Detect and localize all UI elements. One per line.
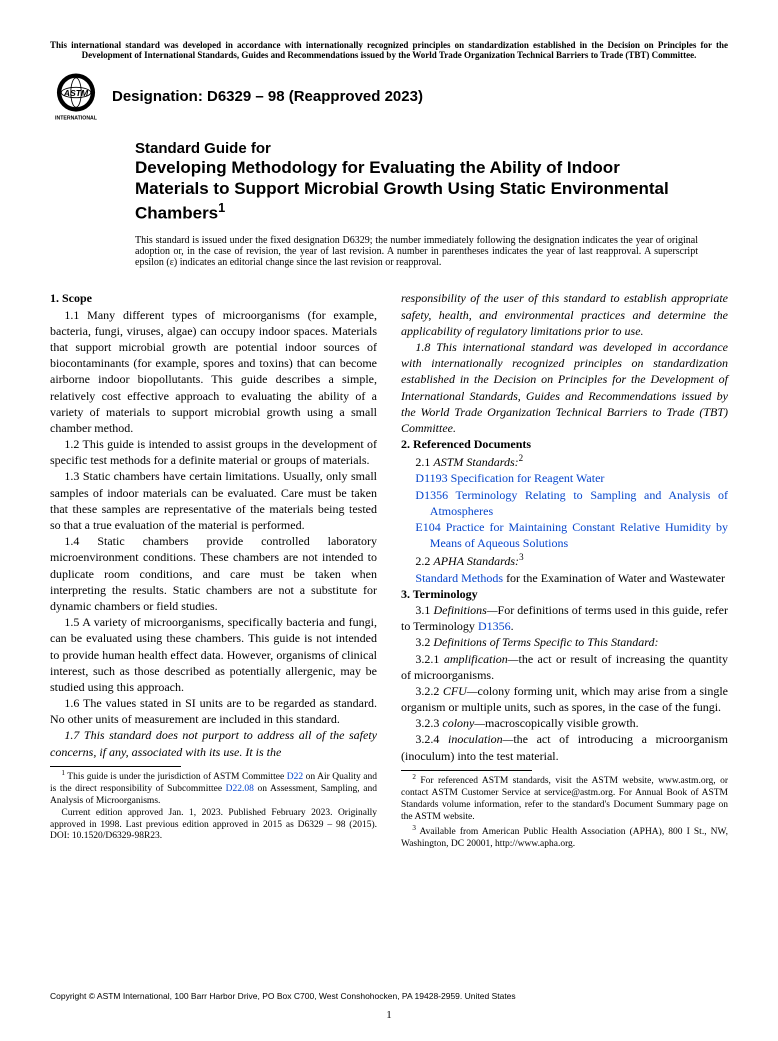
para-1-2: 1.2 This guide is intended to assist gro… <box>50 436 377 468</box>
body-columns: 1. Scope 1.1 Many different types of mic… <box>50 290 728 850</box>
title-block: Standard Guide for Developing Methodolog… <box>135 140 698 268</box>
footnote-rule-right <box>401 770 532 771</box>
para-1-1: 1.1 Many different types of microorganis… <box>50 307 377 437</box>
ref-d1356: D1356 Terminology Relating to Sampling a… <box>401 487 728 519</box>
svg-text:ASTM: ASTM <box>63 88 89 98</box>
title-main: Developing Methodology for Evaluating th… <box>135 157 698 223</box>
page-number: 1 <box>0 1009 778 1021</box>
para-1-8: 1.8 This international standard was deve… <box>401 339 728 436</box>
section-1-head: 1. Scope <box>50 290 377 306</box>
section-3-head: 3. Terminology <box>401 586 728 602</box>
link-d1356-inline[interactable]: D1356 <box>478 619 511 633</box>
footnote-1: 1 This guide is under the jurisdiction o… <box>50 769 377 808</box>
para-1-7a: 1.7 This standard does not purport to ad… <box>50 727 377 759</box>
copyright: Copyright © ASTM International, 100 Barr… <box>50 991 728 1001</box>
para-3-1: 3.1 Definitions—For definitions of terms… <box>401 602 728 634</box>
astm-logo-icon: ASTM INTERNATIONAL <box>50 70 102 122</box>
link-standard-methods[interactable]: Standard Methods <box>415 571 503 585</box>
para-1-6: 1.6 The values stated in SI units are to… <box>50 695 377 727</box>
top-notice: This international standard was develope… <box>50 40 728 60</box>
para-1-4: 1.4 Static chambers provide controlled l… <box>50 533 377 614</box>
ref-e104: E104 Practice for Maintaining Constant R… <box>401 519 728 551</box>
link-e104[interactable]: E104 <box>415 520 440 534</box>
para-3-2-4: 3.2.4 inoculation—the act of introducing… <box>401 731 728 763</box>
ref-d1193: D1193 Specification for Reagent Water <box>401 470 728 486</box>
svg-text:INTERNATIONAL: INTERNATIONAL <box>55 115 98 121</box>
para-1-5: 1.5 A variety of microorganisms, specifi… <box>50 614 377 695</box>
link-d1356[interactable]: D1356 <box>415 488 448 502</box>
link-d22-08[interactable]: D22.08 <box>226 784 254 794</box>
para-3-2-3: 3.2.3 colony—macroscopically visible gro… <box>401 715 728 731</box>
title-note: This standard is issued under the fixed … <box>135 235 698 268</box>
section-2-head: 2. Referenced Documents <box>401 436 728 452</box>
footnote-1b: Current edition approved Jan. 1, 2023. P… <box>50 808 377 844</box>
para-3-2-2: 3.2.2 CFU—colony forming unit, which may… <box>401 683 728 715</box>
designation: Designation: D6329 – 98 (Reapproved 2023… <box>112 88 423 105</box>
header-row: ASTM INTERNATIONAL Designation: D6329 – … <box>50 70 728 122</box>
para-3-2-1: 3.2.1 amplification—the act or result of… <box>401 651 728 683</box>
para-2-1: 2.1 ASTM Standards:2 <box>401 452 728 470</box>
link-d1193[interactable]: D1193 <box>415 471 447 485</box>
para-3-2: 3.2 Definitions of Terms Specific to Thi… <box>401 634 728 650</box>
ref-standard-methods: Standard Methods for the Examination of … <box>401 570 728 586</box>
para-1-7b: responsibility of the user of this stand… <box>401 290 728 339</box>
title-lead: Standard Guide for <box>135 140 698 157</box>
footnote-3: 3 Available from American Public Health … <box>401 824 728 851</box>
footnote-2: 2 For referenced ASTM standards, visit t… <box>401 773 728 824</box>
link-d22[interactable]: D22 <box>287 772 303 782</box>
para-2-2: 2.2 APHA Standards:3 <box>401 551 728 569</box>
para-1-3: 1.3 Static chambers have certain limitat… <box>50 468 377 533</box>
footnote-rule-left <box>50 766 181 767</box>
